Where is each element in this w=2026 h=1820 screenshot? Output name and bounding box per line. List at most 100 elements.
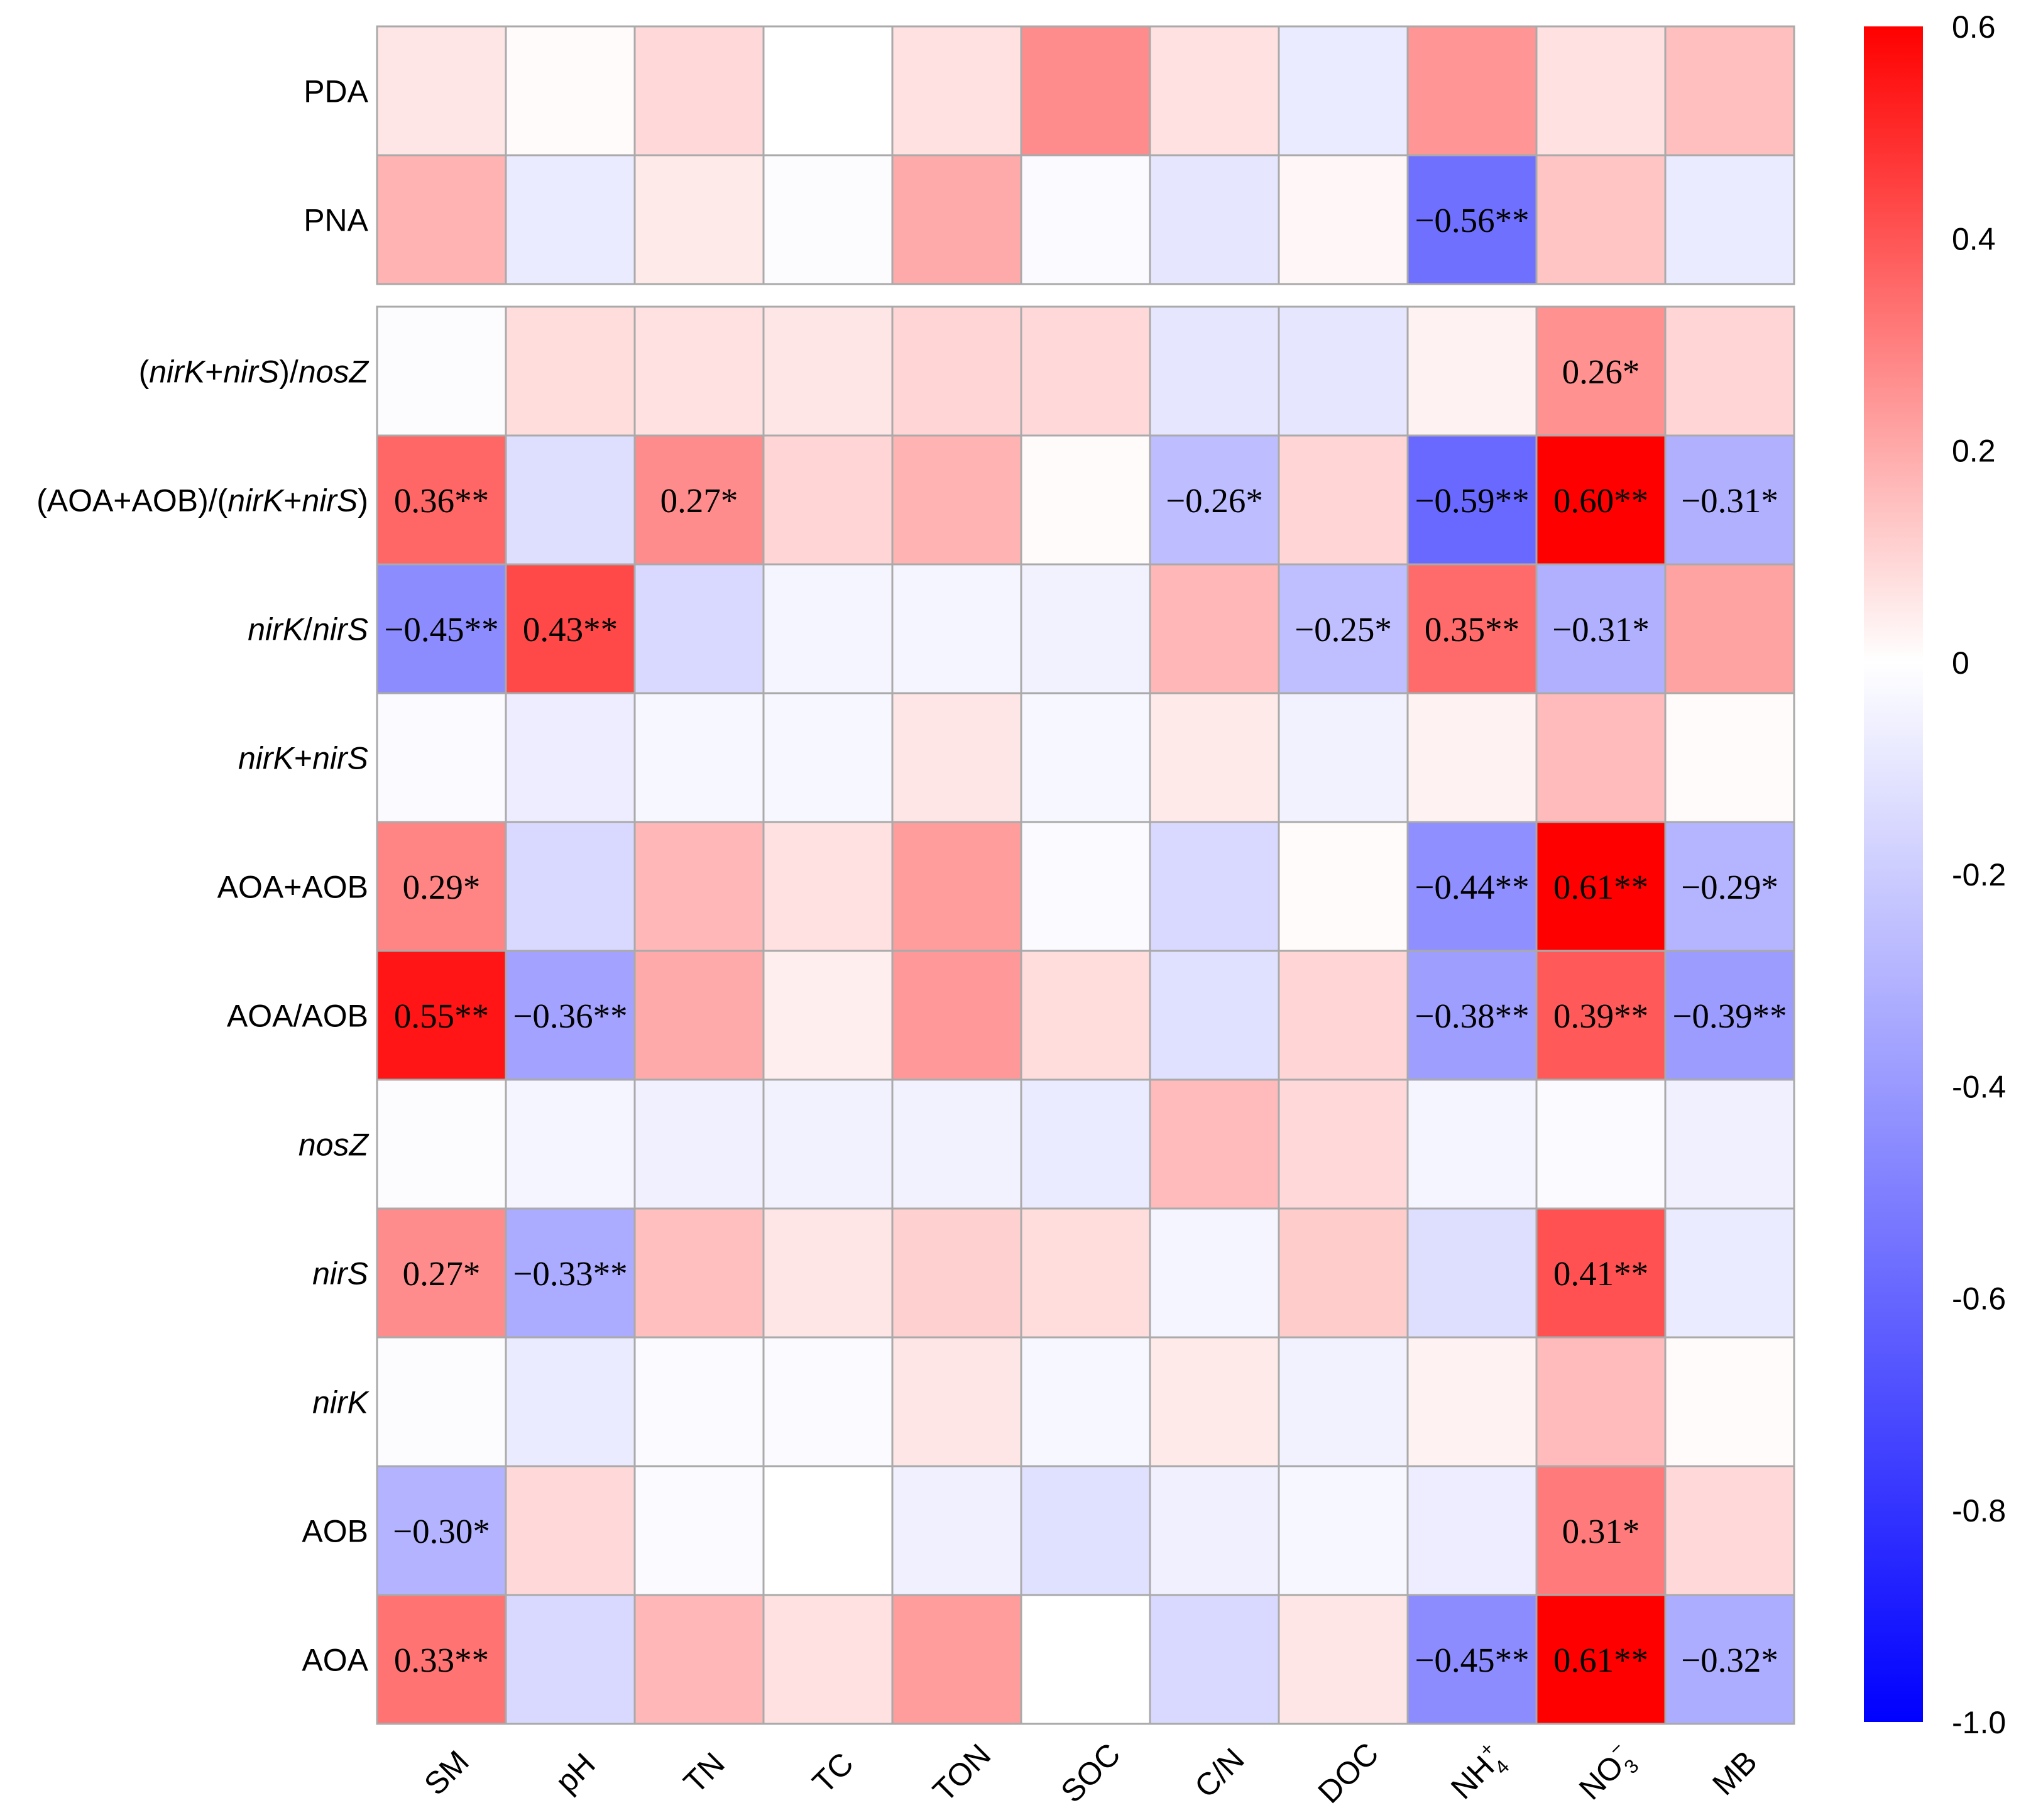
colorbar-tick-label: 0.4 xyxy=(1952,221,1996,256)
heatmap-cell xyxy=(891,25,1022,156)
heatmap-cell xyxy=(762,1078,894,1210)
heatmap-cell xyxy=(1278,1336,1409,1467)
heatmap-cell xyxy=(1535,692,1667,823)
cell-value-label: −0.31* xyxy=(1552,610,1650,649)
heatmap-cell xyxy=(1149,1336,1280,1467)
heatmap-cell xyxy=(1149,305,1280,437)
x-axis-label: pH xyxy=(549,1746,602,1800)
cell-value-label: 0.26* xyxy=(1562,353,1640,391)
heatmap-cell xyxy=(1406,1078,1538,1210)
cell-value-label: 0.41** xyxy=(1553,1254,1648,1293)
row-label: nirK/nirS xyxy=(248,612,368,647)
row-label: PNA xyxy=(304,203,368,238)
heatmap-cell xyxy=(891,1594,1022,1725)
cell-value-label: 0.31* xyxy=(1562,1512,1640,1550)
heatmap-cell xyxy=(633,434,765,566)
row-label: AOA xyxy=(302,1643,368,1678)
heatmap-cell xyxy=(1278,1465,1409,1596)
heatmap-cell xyxy=(1406,1207,1538,1339)
heatmap-cell xyxy=(762,563,894,694)
heatmap-cell xyxy=(1278,692,1409,823)
cell-value-label: 0.60** xyxy=(1553,481,1648,520)
colorbar xyxy=(1864,26,1923,1722)
heatmap-cell xyxy=(762,1465,894,1596)
heatmap-cell xyxy=(1664,821,1795,952)
colorbar-tick-label: 0.2 xyxy=(1952,434,1996,469)
heatmap-cell xyxy=(1406,154,1538,285)
heatmap-cell xyxy=(505,154,636,285)
heatmap-cell xyxy=(891,692,1022,823)
row-label: nirK+nirS xyxy=(238,741,368,776)
heatmap-cell xyxy=(891,1207,1022,1339)
heatmap-cell xyxy=(633,950,765,1081)
colorbar-tick-label: -0.6 xyxy=(1952,1281,2006,1317)
heatmap-cell xyxy=(1020,305,1151,437)
heatmap-cell xyxy=(376,1207,507,1339)
heatmap-cell xyxy=(891,154,1022,285)
cell-value-label: −0.39** xyxy=(1672,997,1787,1035)
heatmap-cell xyxy=(1278,1078,1409,1210)
heatmap-cell xyxy=(762,1336,894,1467)
heatmap-cell xyxy=(376,305,507,437)
row-label: nirK xyxy=(312,1385,370,1420)
heatmap-cell xyxy=(1149,25,1280,156)
heatmap-cell xyxy=(1664,1594,1795,1725)
heatmap-cell xyxy=(1535,950,1667,1081)
heatmap-cell xyxy=(1406,1594,1538,1725)
heatmap-cell xyxy=(1406,434,1538,566)
x-axis-label: MB xyxy=(1706,1744,1764,1802)
heatmap-cell xyxy=(633,1336,765,1467)
heatmap-cell xyxy=(1664,1207,1795,1339)
heatmap-cell xyxy=(1020,434,1151,566)
cell-value-label: −0.36** xyxy=(513,997,627,1035)
heatmap-cell xyxy=(1406,25,1538,156)
cell-value-label: 0.36** xyxy=(394,481,489,520)
heatmap-cell xyxy=(762,950,894,1081)
cell-value-label: 0.33** xyxy=(394,1641,489,1679)
colorbar-tick-label: -0.2 xyxy=(1952,857,2006,892)
heatmap-cell xyxy=(762,434,894,566)
heatmap-cell xyxy=(1278,1207,1409,1339)
cell-value-label: −0.25* xyxy=(1295,610,1392,649)
heatmap-cell xyxy=(1406,1336,1538,1467)
heatmap-cell xyxy=(1535,1207,1667,1339)
cell-value-label: −0.38** xyxy=(1415,997,1529,1035)
heatmap-cell xyxy=(633,821,765,952)
row-label: nirS xyxy=(312,1256,368,1291)
cell-value-label: −0.44** xyxy=(1415,868,1529,906)
heatmap-panel-1: PDA PNA −0.56** xyxy=(304,25,1795,285)
heatmap-cell xyxy=(505,950,636,1081)
heatmap-cell xyxy=(1664,434,1795,566)
cell-value-label: 0.35** xyxy=(1425,610,1520,649)
heatmap-cell xyxy=(1664,692,1795,823)
cell-value-label: 0.27* xyxy=(660,481,738,520)
heatmap-cell xyxy=(1278,154,1409,285)
heatmap-cell xyxy=(633,305,765,437)
cell-value-label: −0.56** xyxy=(1415,201,1529,239)
heatmap-cell xyxy=(505,25,636,156)
heatmap-cell xyxy=(1664,305,1795,437)
heatmap-cell xyxy=(1149,1078,1280,1210)
heatmap-cell xyxy=(1020,821,1151,952)
heatmap-cell xyxy=(1535,1078,1667,1210)
row-label: (nirK+nirS)/nosZ xyxy=(139,354,370,390)
heatmap-cell xyxy=(505,434,636,566)
heatmap-cell xyxy=(1020,1207,1151,1339)
heatmap-cell xyxy=(633,563,765,694)
heatmap-cell xyxy=(505,305,636,437)
cell-value-label: −0.32* xyxy=(1681,1641,1778,1679)
heatmap-cell xyxy=(762,1594,894,1725)
x-axis-label: SOC xyxy=(1054,1736,1127,1809)
heatmap-cell xyxy=(1278,821,1409,952)
heatmap-cell xyxy=(1020,25,1151,156)
heatmap-cell xyxy=(1535,305,1667,437)
heatmap-cell xyxy=(1149,1465,1280,1596)
heatmap-cell xyxy=(891,434,1022,566)
heatmap-cell xyxy=(376,1594,507,1725)
heatmap-cell xyxy=(1278,1594,1409,1725)
heatmap-cell xyxy=(1278,950,1409,1081)
cell-value-label: −0.59** xyxy=(1415,481,1529,520)
heatmap-cell xyxy=(762,692,894,823)
cell-value-label: −0.45** xyxy=(384,610,498,649)
heatmap-cell xyxy=(762,305,894,437)
